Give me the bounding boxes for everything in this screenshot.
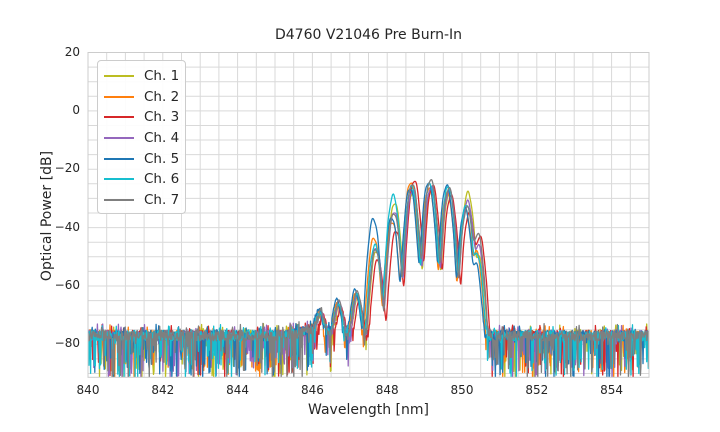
legend-item: Ch. 4 bbox=[104, 128, 185, 149]
x-axis-label: Wavelength [nm] bbox=[308, 402, 429, 418]
x-tick-label: 854 bbox=[600, 383, 624, 397]
legend-line-swatch bbox=[104, 116, 134, 119]
legend: Ch. 1 Ch. 2 Ch. 3 Ch. 4 Ch. 5 Ch. 6 Ch. … bbox=[97, 60, 186, 214]
x-tick-label: 850 bbox=[450, 383, 474, 397]
legend-item-label: Ch. 3 bbox=[144, 109, 180, 126]
legend-item-label: Ch. 5 bbox=[144, 150, 180, 167]
x-tick-label: 846 bbox=[300, 383, 324, 397]
y-tick-label: −60 bbox=[54, 277, 80, 292]
legend-item-label: Ch. 2 bbox=[144, 88, 180, 105]
legend-line-swatch bbox=[104, 95, 134, 98]
legend-item: Ch. 5 bbox=[104, 148, 185, 169]
channel-curves bbox=[88, 178, 649, 378]
legend-item: Ch. 7 bbox=[104, 190, 185, 211]
y-tick-label: −20 bbox=[54, 161, 80, 176]
x-tick-label: 848 bbox=[375, 383, 399, 397]
legend-line-swatch bbox=[104, 178, 134, 181]
legend-item: Ch. 2 bbox=[104, 87, 185, 108]
chart-title: D4760 V21046 Pre Burn-In bbox=[274, 27, 463, 43]
legend-item-label: Ch. 7 bbox=[144, 191, 180, 208]
legend-item-label: Ch. 4 bbox=[144, 130, 180, 147]
plot-frame bbox=[87, 52, 650, 378]
y-tick-label: 20 bbox=[64, 44, 80, 59]
legend-item-label: Ch. 1 bbox=[144, 68, 180, 85]
legend-line-swatch bbox=[104, 198, 134, 201]
x-tick-label: 844 bbox=[226, 383, 250, 397]
x-tick-label: 840 bbox=[76, 383, 100, 397]
x-tick-label: 852 bbox=[525, 383, 549, 397]
legend-item: Ch. 1 bbox=[104, 66, 185, 87]
y-tick-label: −40 bbox=[54, 219, 80, 234]
spectrum-line-7 bbox=[88, 178, 649, 378]
legend-item: Ch. 6 bbox=[104, 169, 185, 190]
y-tick-label: 0 bbox=[72, 102, 80, 117]
legend-line-swatch bbox=[104, 137, 134, 140]
legend-line-swatch bbox=[104, 157, 134, 160]
legend-item-label: Ch. 6 bbox=[144, 171, 180, 188]
y-tick-label: −80 bbox=[54, 336, 80, 351]
legend-item: Ch. 3 bbox=[104, 107, 185, 128]
legend-line-swatch bbox=[104, 75, 134, 78]
x-tick-label: 842 bbox=[151, 383, 175, 397]
